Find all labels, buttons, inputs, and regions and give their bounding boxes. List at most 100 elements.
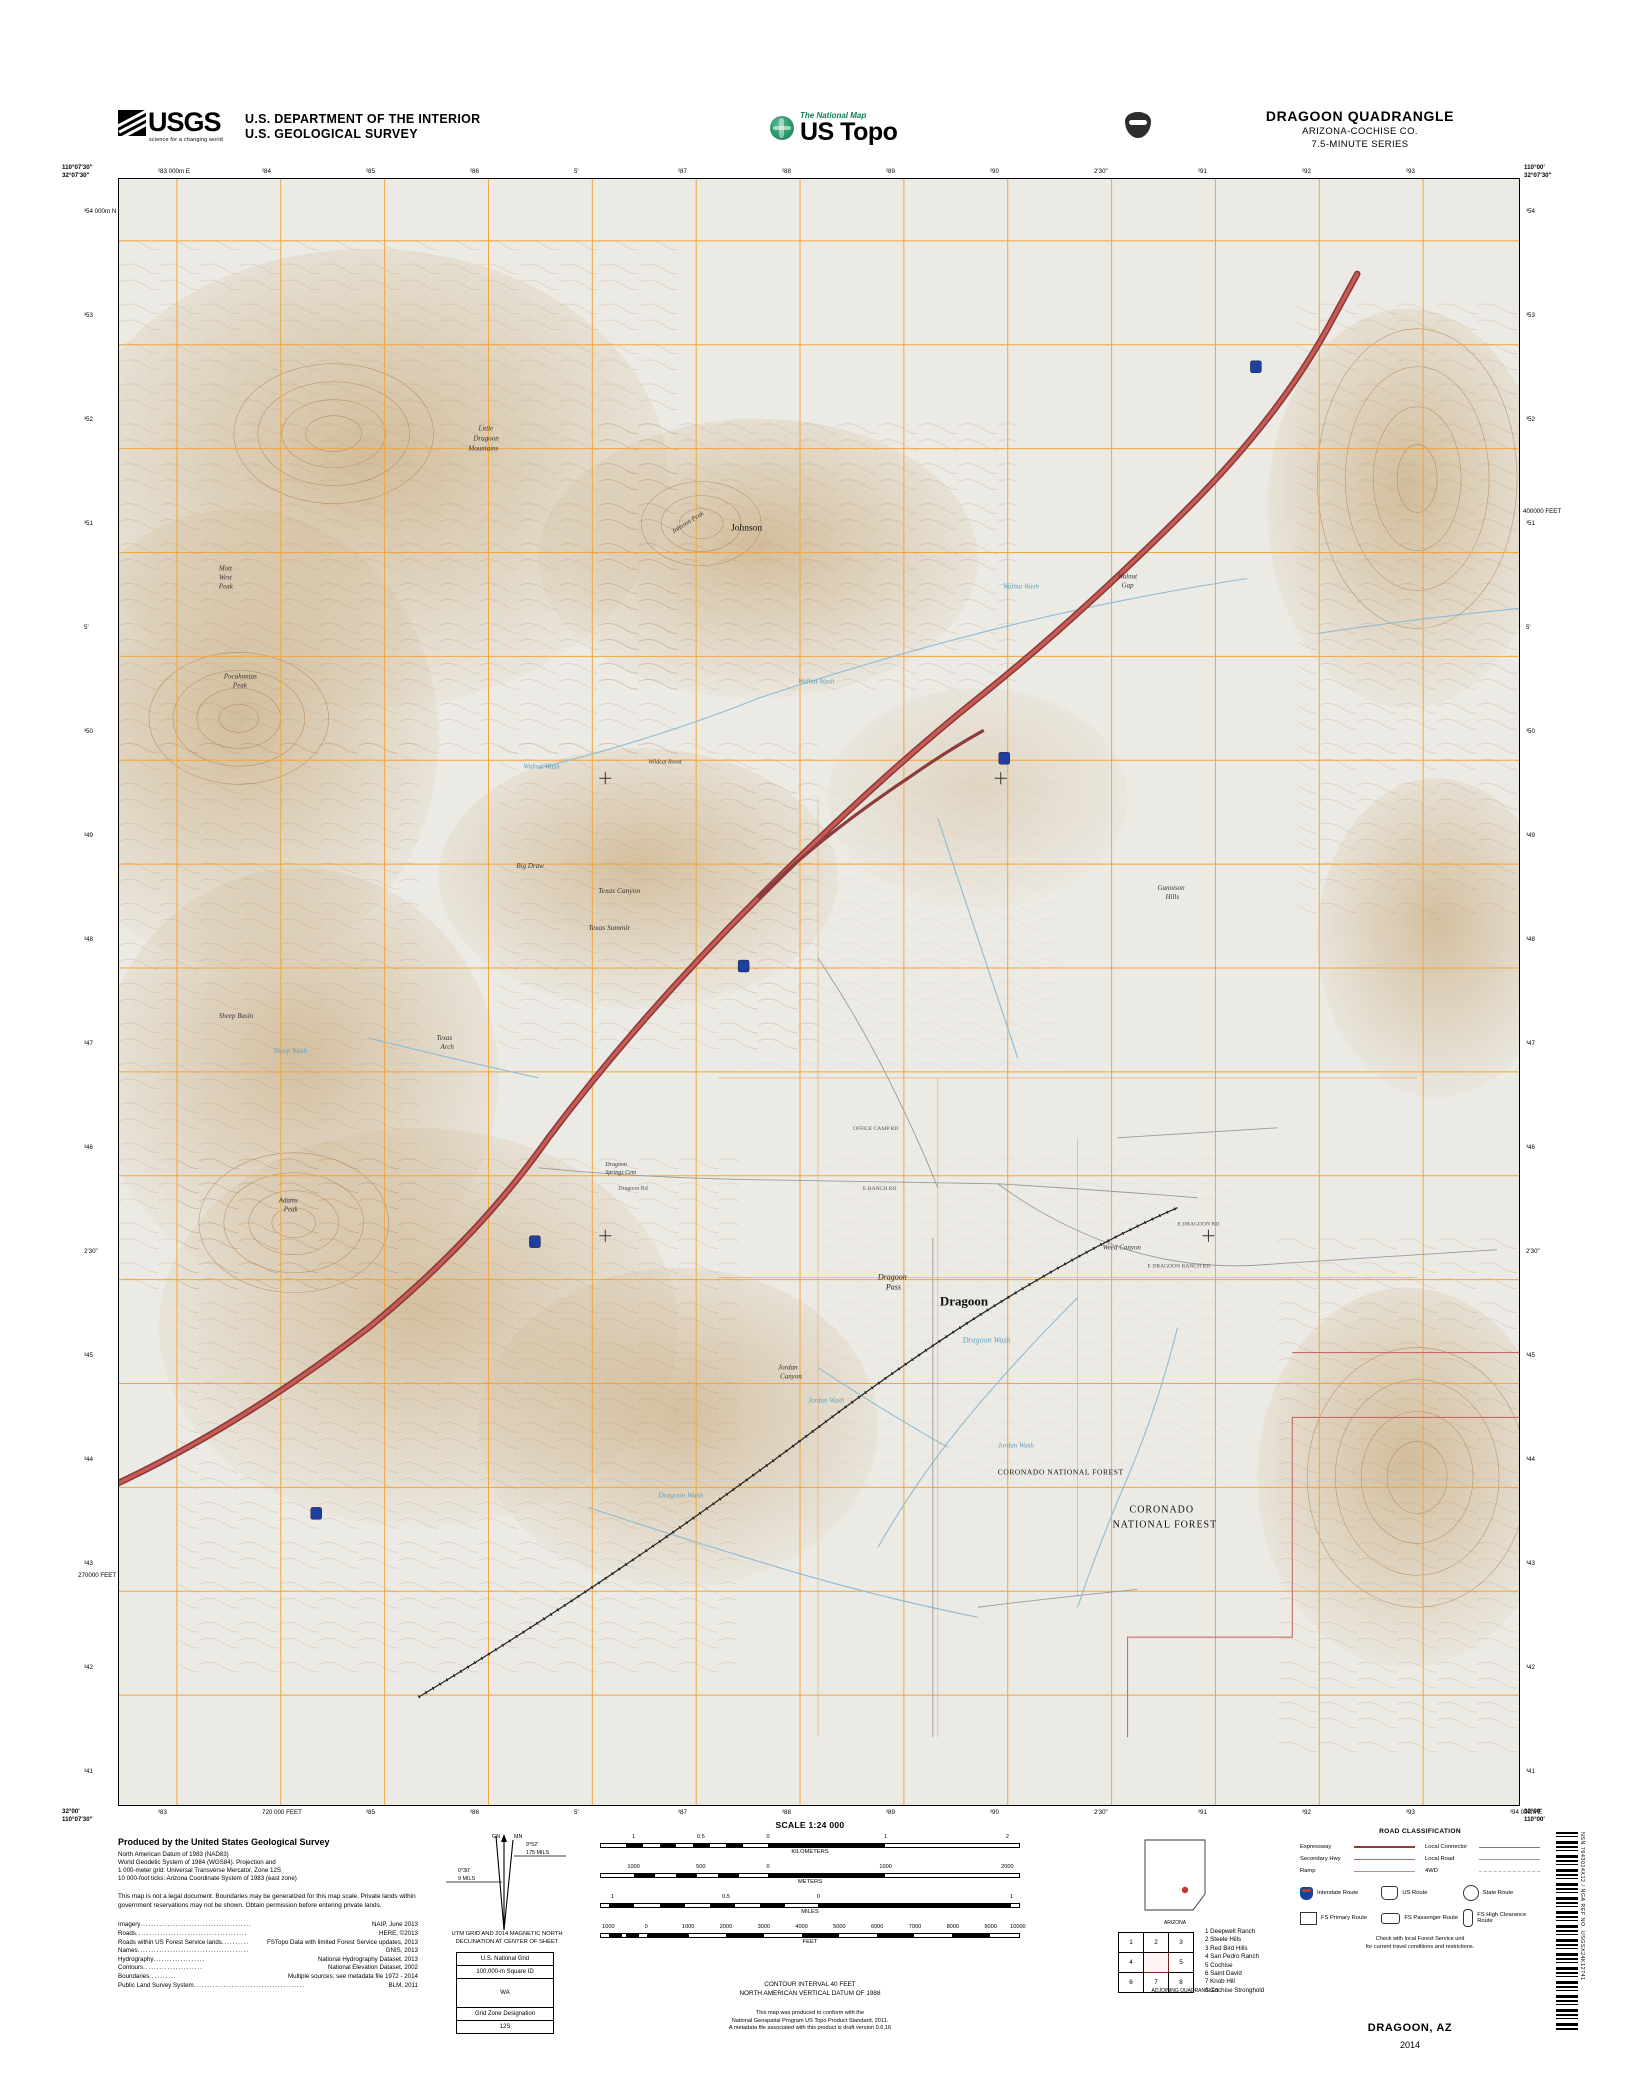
map-label-texas-arch: Texas <box>437 1034 453 1042</box>
map-frame[interactable]: Dragoon Johnson CORONADO NATIONAL FOREST… <box>118 178 1520 1806</box>
adjoin-cell-1: 1 <box>1118 1932 1144 1953</box>
map-label-e-dragoon-rd: E DRAGOON RD <box>1177 1222 1219 1228</box>
km-tick-3: 1 <box>884 1834 888 1840</box>
collar-bottom-tick-2: ²85 <box>366 1809 375 1816</box>
marker-label-fs-high-clearance: FS High Clearance Route <box>1477 1912 1527 1924</box>
agency-line-2: U.S. GEOLOGICAL SURVEY <box>245 127 418 141</box>
page-title: DRAGOON QUADRANGLE <box>1265 108 1455 124</box>
collar-right-tick-11: ³45 <box>1526 1352 1535 1359</box>
legend-label-expressway: Expressway <box>1300 1844 1332 1850</box>
ft-tick-9: 8000 <box>946 1924 960 1930</box>
source-value-2: FSTopo Data with limited Forest Service … <box>267 1938 418 1946</box>
usgs-logo: USGS science for a changing world <box>118 109 236 144</box>
collar-right-tick-1: ³53 <box>1526 312 1535 319</box>
ft-tick-7: 6000 <box>870 1924 884 1930</box>
adjoin-name-7: 7 Knob Hill <box>1205 1978 1235 1986</box>
declination-diagram: GN MN 0°30' 9 MILS 9°52' 175 MILS UTM GR… <box>418 1834 588 2034</box>
map-label-walnut-wash-3: Walnut Wash <box>523 762 560 770</box>
map-label-walnut-gap: Walnut <box>1118 573 1139 581</box>
conform-line-2: National Geospatial Program US Topo Prod… <box>731 2017 889 2024</box>
national-map-tagline: The National Map <box>800 111 867 120</box>
local-connector-line-sample <box>1479 1846 1540 1848</box>
km-tick-0: 1 <box>632 1834 636 1840</box>
collar-se-lon: 110°00' <box>1524 1816 1545 1823</box>
collar-ne-lon: 110°00' <box>1524 164 1545 171</box>
footer-quad-name: DRAGOON, AZ <box>1367 2022 1453 2034</box>
collar-top-tick-0: ²83 000m E <box>158 168 190 175</box>
ft-tick-4: 3000 <box>757 1924 771 1930</box>
collar-right-tick-2: ³52 <box>1526 416 1535 423</box>
quad-series: 7.5-MINUTE SERIES <box>1311 139 1409 150</box>
interstate-10-highway <box>119 270 1361 1487</box>
map-label-e-ranch-rd: E RANCH RD <box>863 1186 896 1192</box>
interstate-shields <box>310 360 1262 1520</box>
svg-text:Hills: Hills <box>1165 893 1180 901</box>
legend-row-ramp: Ramp <box>1300 1865 1415 1877</box>
collar-bottom-tick-1: 720 000 FEET <box>262 1809 302 1816</box>
source-value-3: GNIS, 2013 <box>385 1947 418 1955</box>
collar-right-tick-5: ³50 <box>1526 728 1535 735</box>
map-label-dragoon-rd: Dragoon Rd <box>618 1186 647 1192</box>
contour-line-2: NORTH AMERICAN VERTICAL DATUM OF 1988 <box>739 1990 881 1997</box>
collar-left-tick-12: ³44 <box>84 1456 93 1463</box>
adjoining-caption: ADJOINING QUADRANGLES <box>1151 1988 1219 1994</box>
adjoin-cell-2: 2 <box>1143 1932 1169 1953</box>
legend-label-ramp: Ramp <box>1300 1868 1316 1874</box>
km-tick-4: 2 <box>1005 1834 1009 1840</box>
collar-ne-lat: 32°07'30" <box>1524 172 1552 179</box>
usng-zone-value: 12S <box>499 2024 511 2030</box>
interstate-shield-icon <box>1300 1886 1313 1900</box>
ft-tick-1: 0 <box>644 1924 648 1930</box>
collar-top-tick-4: 5' <box>574 168 579 175</box>
collar-top-tick-10: ²91 <box>1198 168 1207 175</box>
collar-top-tick-1: ²84 <box>262 168 271 175</box>
fs-high-clearance-shield-icon <box>1462 1909 1474 1927</box>
collar-right-tick-4: 5' <box>1526 624 1531 631</box>
usng-zone-label: Grid Zone Designation <box>457 2008 553 2021</box>
grid-mils: 9 MILS <box>458 1876 476 1882</box>
map-label-coronado-1: CORONADO <box>1130 1504 1194 1515</box>
collar-right-tick-10: 2'30" <box>1526 1248 1540 1255</box>
legend-row-local-road: Local Road <box>1425 1853 1540 1865</box>
map-label-johnson: Johnson <box>731 524 762 534</box>
fs-note-line-2: for current travel conditions and restri… <box>1365 1943 1475 1950</box>
ft-tick-11: 10000 <box>1010 1924 1026 1930</box>
collar-left-tick-6: ³49 <box>84 832 93 839</box>
collar-top-tick-2: ²85 <box>366 168 375 175</box>
adjoin-cell-5: 5 <box>1168 1952 1194 1973</box>
map-label-mott-west: Mott <box>218 565 233 573</box>
marker-us-route: US Route <box>1381 1885 1458 1901</box>
north-arrows <box>446 1834 566 1931</box>
road-classification-heading: ROAD CLASSIFICATION <box>1379 1828 1461 1835</box>
source-label-0: Imagery <box>118 1921 141 1929</box>
ft-tick-2: 1000 <box>681 1924 695 1930</box>
m-tick-1: 500 <box>696 1864 706 1870</box>
collar-bottom-tick-13: ²94 000m E <box>1510 1809 1542 1816</box>
map-label-jordan-canyon: Jordan <box>778 1364 798 1372</box>
map-label-dragoon-wash-2: Dragoon Wash <box>657 1490 703 1499</box>
scale-bar-meters: 1000 500 0 1000 2000 METERS <box>600 1864 1020 1885</box>
legend-label-local-connector: Local Connector <box>1425 1844 1468 1850</box>
collar-left-tick-9: ³46 <box>84 1144 93 1151</box>
conform-line-3: A metadata file associated with this pro… <box>728 2025 892 2032</box>
map-label-walnut-wash-1: Walnut Wash <box>1003 582 1040 590</box>
masthead: USGS science for a changing world U.S. D… <box>0 0 1638 150</box>
source-value-6: Multiple sources; see metadata file 1972… <box>287 1972 418 1980</box>
source-label-7: Public Land Survey System <box>118 1981 194 1989</box>
credits-heading: Produced by the United States Geological… <box>118 1837 330 1847</box>
source-value-1: HERE, ©2013 <box>379 1930 418 1937</box>
collar-bottom-tick-10: ²91 <box>1198 1809 1207 1816</box>
collar-top-tick-8: ²90 <box>990 168 999 175</box>
svg-text:West: West <box>219 574 233 582</box>
dot-leader: ...................... <box>143 1964 203 1972</box>
topographic-map-canvas[interactable]: Dragoon Johnson CORONADO NATIONAL FOREST… <box>119 179 1519 1805</box>
usgs-tagline: science for a changing world <box>149 137 223 143</box>
map-label-e-dragoon-ranch-rd: E DRAGOON RANCH RD <box>1148 1264 1211 1270</box>
ft-tick-5: 4000 <box>795 1924 808 1930</box>
dot-leader: ........................................… <box>137 1947 250 1955</box>
mi-tick-1: 0.5 <box>722 1894 730 1900</box>
collar-left-tick-7: ³48 <box>84 936 93 943</box>
route-marker-row-2: FS Primary Route FS Passenger Route FS H… <box>1300 1909 1540 1927</box>
collar-top-tick-7: ²89 <box>886 168 895 175</box>
fs-primary-shield-icon <box>1300 1911 1317 1925</box>
